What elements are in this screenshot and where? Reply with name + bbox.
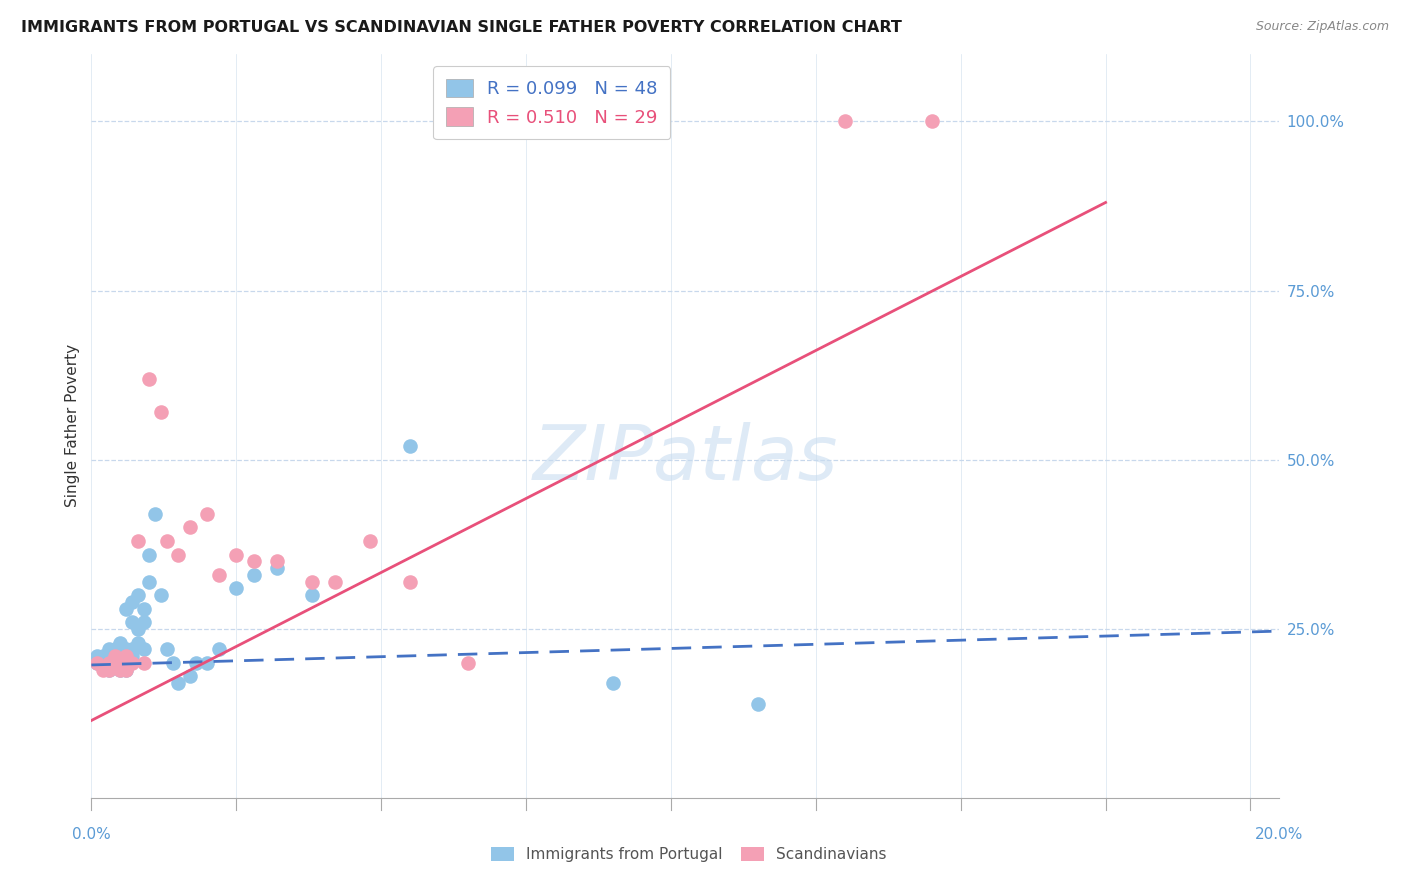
- Point: [208, 642, 231, 657]
- Text: Source: ZipAtlas.com: Source: ZipAtlas.com: [1256, 20, 1389, 33]
- Point: [225, 548, 247, 562]
- Point: [225, 582, 247, 596]
- Point: [127, 534, 149, 549]
- Point: [242, 568, 264, 582]
- Point: [97, 642, 120, 657]
- Text: ZIPatlas: ZIPatlas: [533, 423, 838, 497]
- Point: [110, 635, 132, 649]
- Point: [138, 548, 160, 562]
- Point: [103, 642, 125, 657]
- Point: [110, 656, 132, 670]
- Point: [115, 642, 138, 657]
- Point: [110, 663, 132, 677]
- Point: [149, 588, 172, 602]
- Point: [132, 615, 155, 630]
- Point: [103, 656, 125, 670]
- Point: [138, 371, 160, 385]
- Point: [91, 656, 114, 670]
- Y-axis label: Single Father Poverty: Single Father Poverty: [65, 344, 80, 508]
- Point: [86, 656, 108, 670]
- Point: [156, 534, 179, 549]
- Point: [301, 588, 323, 602]
- Point: [138, 574, 160, 589]
- Point: [121, 642, 143, 657]
- Point: [115, 601, 138, 615]
- Text: 0.0%: 0.0%: [72, 827, 111, 841]
- Point: [86, 649, 108, 664]
- Point: [195, 656, 218, 670]
- Point: [103, 649, 125, 664]
- Point: [359, 534, 381, 549]
- Point: [399, 439, 422, 453]
- Legend: R = 0.099   N = 48, R = 0.510   N = 29: R = 0.099 N = 48, R = 0.510 N = 29: [433, 66, 671, 139]
- Point: [323, 574, 346, 589]
- Point: [115, 663, 138, 677]
- Point: [91, 649, 114, 664]
- Point: [266, 554, 288, 568]
- Legend: Immigrants from Portugal, Scandinavians: Immigrants from Portugal, Scandinavians: [485, 841, 893, 868]
- Point: [132, 601, 155, 615]
- Point: [115, 656, 138, 670]
- Point: [97, 663, 120, 677]
- Point: [301, 574, 323, 589]
- Point: [132, 656, 155, 670]
- Point: [208, 568, 231, 582]
- Point: [167, 548, 190, 562]
- Point: [103, 649, 125, 664]
- Point: [399, 574, 422, 589]
- Point: [97, 656, 120, 670]
- Point: [132, 642, 155, 657]
- Point: [747, 697, 769, 711]
- Point: [602, 676, 624, 690]
- Point: [143, 507, 166, 521]
- Text: 20.0%: 20.0%: [1256, 827, 1303, 841]
- Point: [121, 595, 143, 609]
- Point: [195, 507, 218, 521]
- Point: [121, 656, 143, 670]
- Point: [266, 561, 288, 575]
- Point: [167, 676, 190, 690]
- Point: [834, 114, 856, 128]
- Point: [921, 114, 943, 128]
- Point: [110, 642, 132, 657]
- Point: [103, 656, 125, 670]
- Point: [149, 405, 172, 419]
- Point: [97, 663, 120, 677]
- Point: [127, 635, 149, 649]
- Point: [242, 554, 264, 568]
- Point: [127, 588, 149, 602]
- Point: [162, 656, 184, 670]
- Point: [115, 663, 138, 677]
- Point: [457, 656, 479, 670]
- Point: [91, 663, 114, 677]
- Text: IMMIGRANTS FROM PORTUGAL VS SCANDINAVIAN SINGLE FATHER POVERTY CORRELATION CHART: IMMIGRANTS FROM PORTUGAL VS SCANDINAVIAN…: [21, 20, 903, 35]
- Point: [156, 642, 179, 657]
- Point: [110, 649, 132, 664]
- Point: [86, 656, 108, 670]
- Point: [110, 663, 132, 677]
- Point: [103, 656, 125, 670]
- Point: [179, 669, 201, 683]
- Point: [184, 656, 207, 670]
- Point: [127, 622, 149, 636]
- Point: [121, 615, 143, 630]
- Point: [179, 520, 201, 534]
- Point: [121, 649, 143, 664]
- Point: [115, 649, 138, 664]
- Point: [97, 656, 120, 670]
